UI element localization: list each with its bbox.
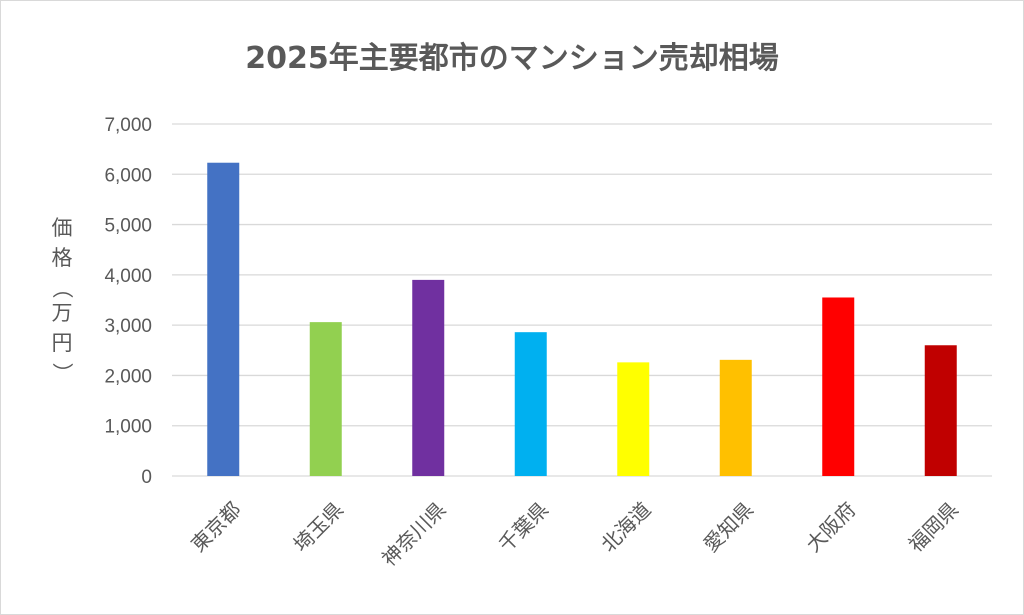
y-axis-label: 価格 （万円 ） bbox=[50, 216, 74, 384]
y-axis-label-char: （ bbox=[50, 278, 74, 299]
x-tick-label: 埼玉県 bbox=[289, 497, 348, 556]
bar bbox=[719, 359, 752, 476]
y-tick-label: 1,000 bbox=[104, 417, 152, 438]
x-tick-label: 大阪府 bbox=[801, 497, 860, 556]
x-tick-label: 福岡県 bbox=[904, 497, 963, 556]
x-tick-label: 北海道 bbox=[596, 497, 655, 556]
y-tick-label: 4,000 bbox=[104, 266, 152, 287]
bar bbox=[617, 362, 650, 476]
bars bbox=[207, 162, 957, 476]
y-tick-label: 0 bbox=[141, 467, 152, 488]
bar bbox=[412, 279, 445, 476]
y-axis-label-char: 格 bbox=[52, 246, 73, 270]
y-tick-label: 7,000 bbox=[104, 115, 152, 136]
bar bbox=[207, 162, 240, 476]
y-axis-label-char: 価 bbox=[52, 216, 73, 240]
y-tick-label: 6,000 bbox=[104, 165, 152, 186]
y-axis-label-char: 円 bbox=[52, 331, 73, 355]
y-axis-label-char: ） bbox=[50, 363, 74, 384]
x-tick-label: 千葉県 bbox=[494, 497, 553, 556]
x-tick-label: 神奈川県 bbox=[377, 497, 451, 571]
chart-title: 2025年主要都市のマンション売却相場 bbox=[245, 41, 779, 76]
gridlines bbox=[172, 123, 992, 477]
bar bbox=[514, 332, 547, 476]
x-tick-label: 愛知県 bbox=[699, 497, 758, 556]
y-tick-label: 2,000 bbox=[104, 366, 152, 387]
y-tick-label: 3,000 bbox=[104, 316, 152, 337]
bar bbox=[924, 345, 957, 476]
y-axis-label-char: 万 bbox=[52, 301, 73, 325]
bar bbox=[309, 322, 342, 476]
bar bbox=[822, 297, 855, 476]
y-axis-ticks: 0 1,000 2,000 3,000 4,000 5,000 6,000 7,000 bbox=[104, 115, 152, 488]
x-tick-label: 東京都 bbox=[186, 497, 245, 556]
x-axis-ticks: 東京都 埼玉県 神奈川県 千葉県 北海道 愛知県 大阪府 福岡県 bbox=[186, 497, 963, 571]
y-tick-label: 5,000 bbox=[104, 216, 152, 237]
